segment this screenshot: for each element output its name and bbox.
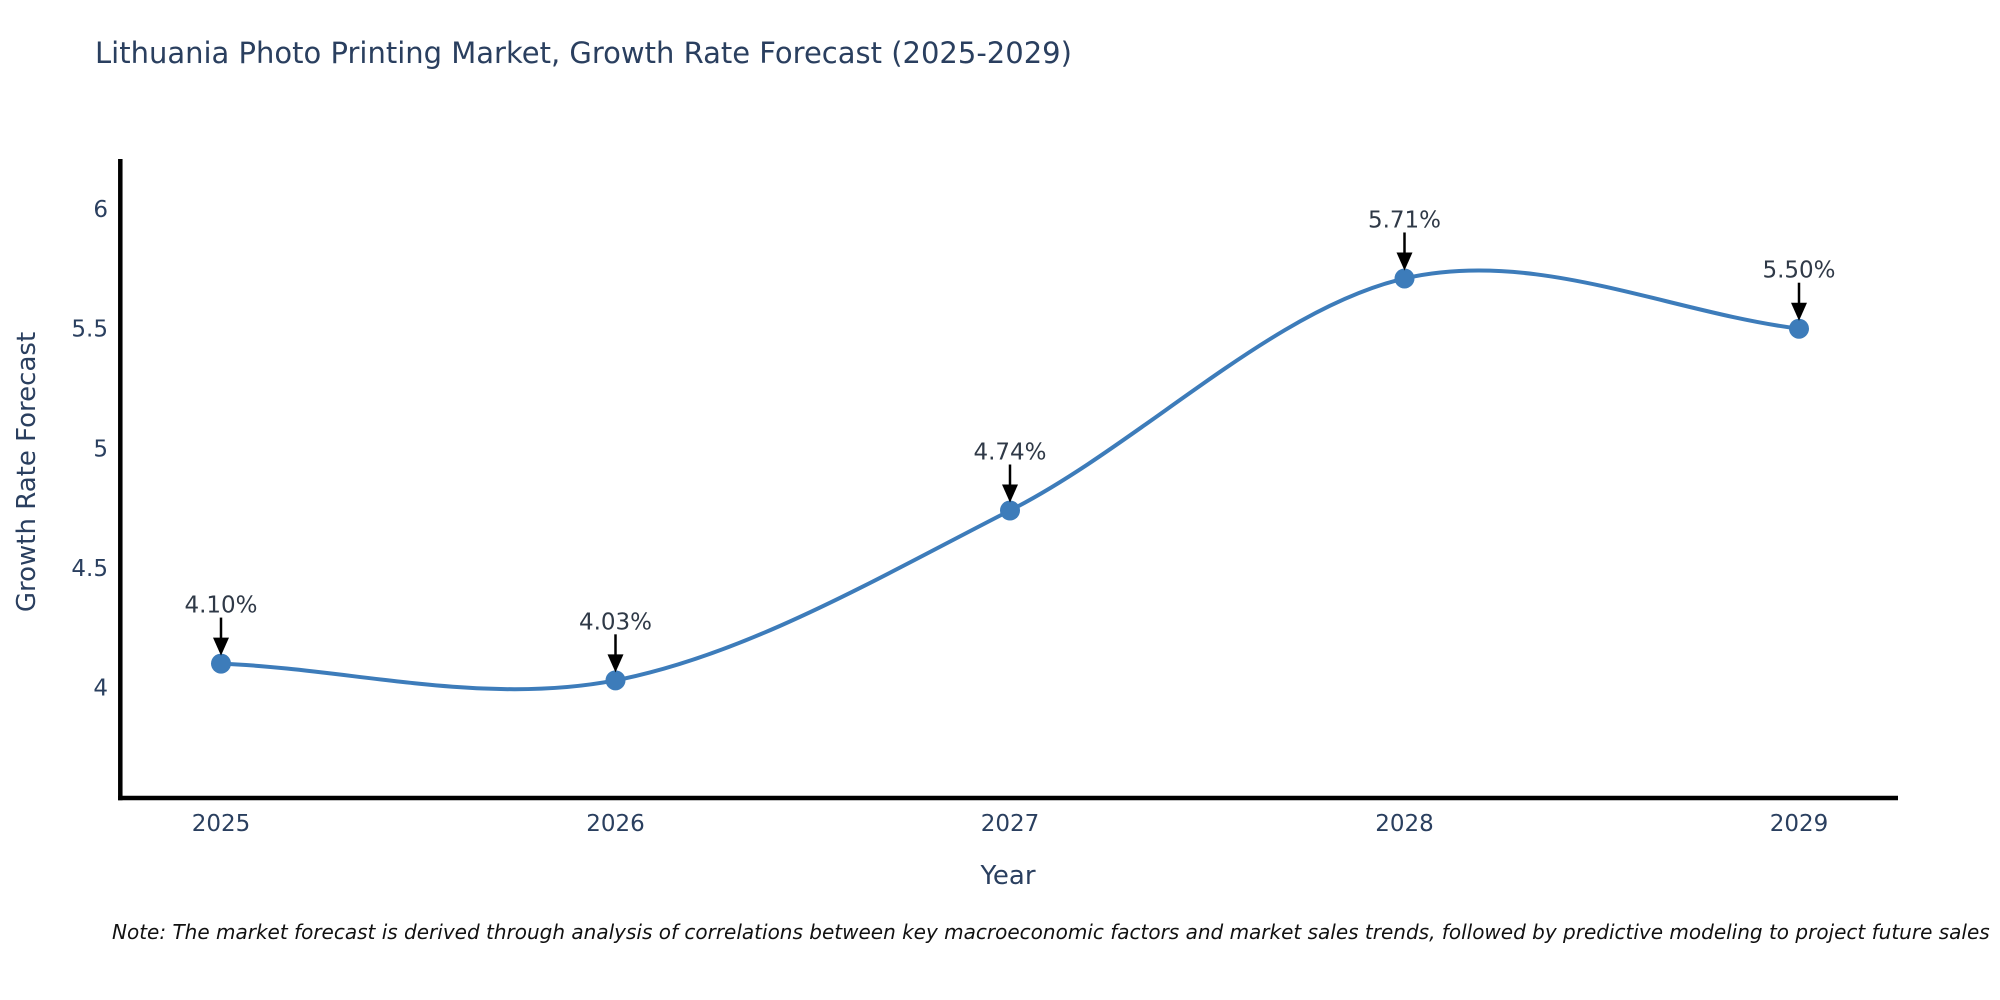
annotation-arrowhead-2029 <box>1791 302 1807 321</box>
y-tick-label-6: 6 <box>93 197 108 223</box>
footnote-text: Note: The market forecast is derived thr… <box>112 920 1990 944</box>
data-point-marker-2028 <box>1394 268 1415 289</box>
annotation-label-2029: 5.50% <box>1762 258 1835 284</box>
annotation-arrowhead-2026 <box>607 654 624 673</box>
annotation-label-2026: 4.03% <box>579 609 652 635</box>
x-tick-label-2028: 2028 <box>1375 811 1434 837</box>
y-tick-label-5: 5 <box>93 436 108 462</box>
y-tick-label-4: 4 <box>93 676 108 702</box>
data-point-marker-2029 <box>1789 318 1809 339</box>
x-tick-label-2026: 2026 <box>586 811 645 837</box>
data-point-marker-2025 <box>211 653 231 674</box>
annotation-label-2025: 4.10% <box>184 593 257 619</box>
annotation-arrowhead-2027 <box>1002 484 1018 503</box>
chart-title: Lithuania Photo Printing Market, Growth … <box>95 36 1072 70</box>
annotation-arrowhead-2025 <box>213 637 229 656</box>
annotation-label-2027: 4.74% <box>973 439 1046 465</box>
annotation-label-2028: 5.71% <box>1368 207 1441 233</box>
y-tick-label-5.5: 5.5 <box>71 317 108 343</box>
x-tick-label-2029: 2029 <box>1770 811 1829 837</box>
data-point-marker-2026 <box>605 670 626 691</box>
data-point-marker-2027 <box>1000 500 1020 521</box>
x-axis-title: Year <box>980 861 1036 891</box>
annotation-arrowhead-2028 <box>1396 252 1413 271</box>
x-tick-label-2027: 2027 <box>981 811 1040 837</box>
x-tick-label-2025: 2025 <box>192 811 251 837</box>
y-tick-label-4.5: 4.5 <box>71 556 108 582</box>
